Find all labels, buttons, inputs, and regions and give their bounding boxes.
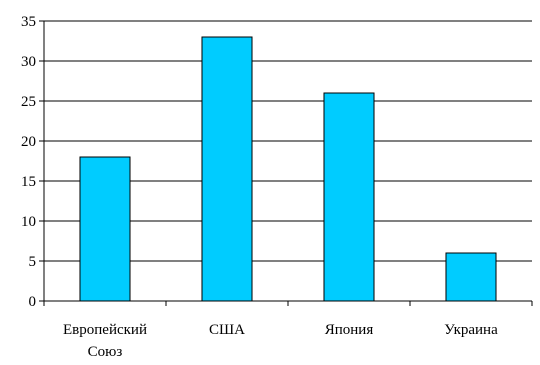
x-category-label: Европейский Союз — [63, 322, 147, 360]
y-tick-label: 35 — [21, 14, 36, 30]
bars — [79, 36, 497, 302]
bar — [201, 36, 253, 302]
y-tick-label: 0 — [29, 294, 37, 310]
y-tick-label: 15 — [21, 174, 36, 190]
y-tick-label: 10 — [21, 214, 36, 230]
x-category-label: США — [209, 322, 245, 338]
x-category-labels: Европейский Союз США Япония Украина — [63, 322, 498, 360]
bar — [79, 156, 131, 302]
x-category-label: Украина — [444, 322, 498, 338]
bar — [323, 92, 375, 302]
y-tick-label: 20 — [21, 134, 36, 150]
y-tick-labels: 0 5 10 15 20 25 30 35 — [21, 14, 36, 310]
y-tick-label: 5 — [29, 254, 37, 270]
y-tick-label: 30 — [21, 54, 36, 70]
axes — [39, 20, 533, 306]
bar — [445, 252, 497, 302]
x-category-label: Япония — [325, 322, 374, 338]
y-tick-label: 25 — [21, 94, 36, 110]
